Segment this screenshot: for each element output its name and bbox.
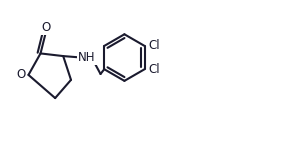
Text: Cl: Cl — [148, 39, 160, 52]
Text: NH: NH — [78, 51, 96, 64]
Text: Cl: Cl — [148, 63, 160, 76]
Text: O: O — [16, 68, 26, 81]
Text: O: O — [41, 21, 50, 34]
